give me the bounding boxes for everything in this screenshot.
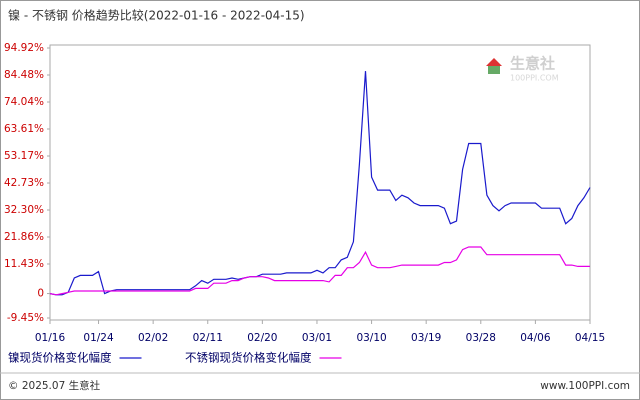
x-tick-label: 04/15 xyxy=(575,332,605,344)
x-tick-label: 02/02 xyxy=(138,332,168,344)
series-line xyxy=(49,246,590,296)
y-tick-label: -9.45% xyxy=(7,312,44,324)
y-tick-label: 42.73% xyxy=(4,177,44,189)
watermark: 生意社 100PPI.COM xyxy=(486,55,559,83)
y-tick-label: 63.61% xyxy=(4,123,44,135)
legend-label: 镍现货价格变化幅度 xyxy=(8,351,112,365)
legend-label: 不锈钢现货价格变化幅度 xyxy=(185,351,312,365)
watermark-icon xyxy=(488,66,500,74)
watermark-text: 生意社 xyxy=(510,55,555,73)
x-tick-label: 03/10 xyxy=(356,332,386,344)
series-line xyxy=(49,71,591,296)
watermark-text: 100PPI.COM xyxy=(510,74,559,83)
x-tick-label: 01/16 xyxy=(35,332,66,344)
watermark-icon xyxy=(486,58,502,66)
y-tick-label: 0 xyxy=(37,288,44,300)
footer-copyright: © 2025.07 生意社 xyxy=(8,379,101,392)
x-tick-label: 01/24 xyxy=(83,332,114,344)
x-tick-label: 03/19 xyxy=(411,332,441,344)
y-tick-label: 21.86% xyxy=(4,231,44,243)
plot-area xyxy=(49,44,591,321)
chart-title: 镍 - 不锈钢 价格趋势比较(2022-01-16 - 2022-04-15) xyxy=(8,8,305,23)
y-tick-label: 84.48% xyxy=(4,69,44,81)
x-tick-label: 02/20 xyxy=(247,332,277,344)
y-tick-label: 11.43% xyxy=(4,258,44,270)
x-tick-label: 03/01 xyxy=(302,332,332,344)
y-tick-label: 74.04% xyxy=(4,96,44,108)
footer-url: www.100PPI.com xyxy=(540,380,630,392)
x-tick-label: 03/28 xyxy=(466,332,496,344)
y-tick-label: 94.92% xyxy=(4,42,44,54)
y-tick-label: 53.17% xyxy=(4,150,44,162)
x-tick-label: 02/11 xyxy=(193,332,223,344)
y-tick-label: 32.30% xyxy=(4,204,44,216)
x-tick-label: 04/06 xyxy=(520,332,551,344)
